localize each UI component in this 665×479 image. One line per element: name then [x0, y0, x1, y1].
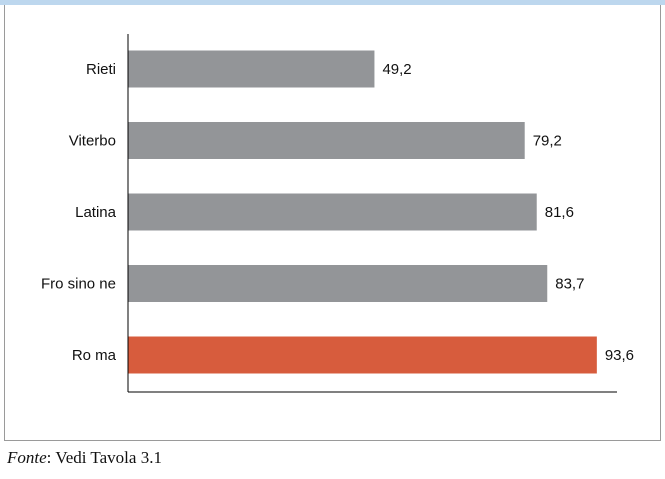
bar-4: [128, 336, 597, 374]
plot-box: [4, 5, 661, 441]
value-label-1: 79,2: [533, 133, 562, 150]
category-label-2: Latina: [75, 204, 117, 221]
category-label-0: Rieti: [86, 61, 116, 78]
category-label-3: Fro sino ne: [41, 276, 116, 293]
value-label-0: 49,2: [382, 61, 411, 78]
source-label: Fonte: [7, 448, 47, 467]
labels-group: Rieti 49,2 Viterbo 79,2 Latina 81,6 Fro sino n…: [41, 61, 634, 364]
category-label-4: Ro ma: [72, 347, 117, 364]
source-text: : Vedi Tavola 3.1: [46, 448, 162, 467]
value-label-4: 93,6: [605, 347, 634, 364]
bar-2: [128, 193, 537, 231]
bars-group: [128, 50, 597, 374]
source-note: Fonte: Vedi Tavola 3.1: [7, 448, 162, 468]
bar-1: [128, 122, 525, 159]
value-label-3: 83,7: [555, 276, 584, 293]
top-band: [0, 0, 665, 5]
value-label-2: 81,6: [545, 204, 574, 221]
bar-0: [128, 50, 375, 88]
category-label-1: Viterbo: [69, 133, 116, 150]
bar-3: [128, 265, 548, 302]
